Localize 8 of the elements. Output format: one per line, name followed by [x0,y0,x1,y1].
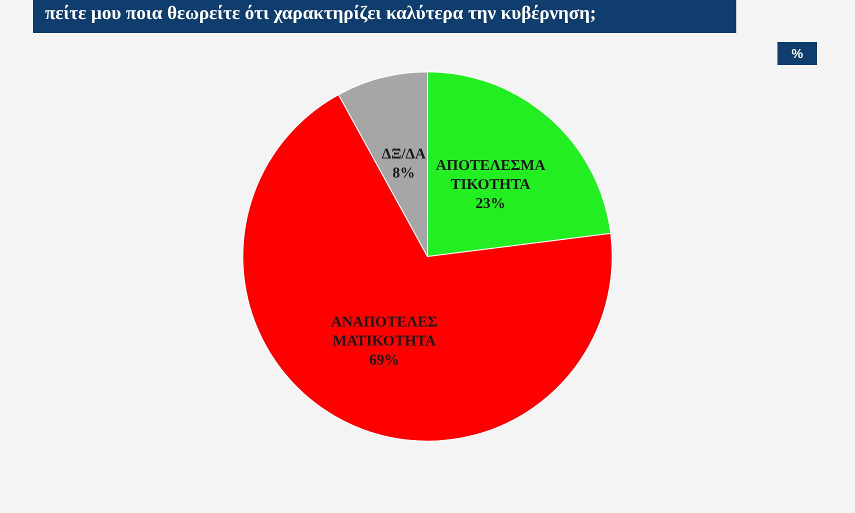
chart-title: πείτε μου ποια θεωρείτε ότι χαρακτηρίζει καλύτερα την κυβέρνηση; [45,3,596,24]
slice-label: ΑΝΑΠΟΤΕΛΕΣΜΑΤΙΚΟΤΗΤΑ [331,314,438,350]
data-label: 69% [369,352,400,368]
text: % [791,46,804,61]
data-label: 23% [476,196,506,212]
slice-label: ΑΠΟΤΕΛΕΣΜΑΤΙΚΟΤΗΤΑ [436,158,546,193]
slice-label: ΔΞ/ΔΑ [382,146,426,163]
data-label: 8% [392,166,416,182]
